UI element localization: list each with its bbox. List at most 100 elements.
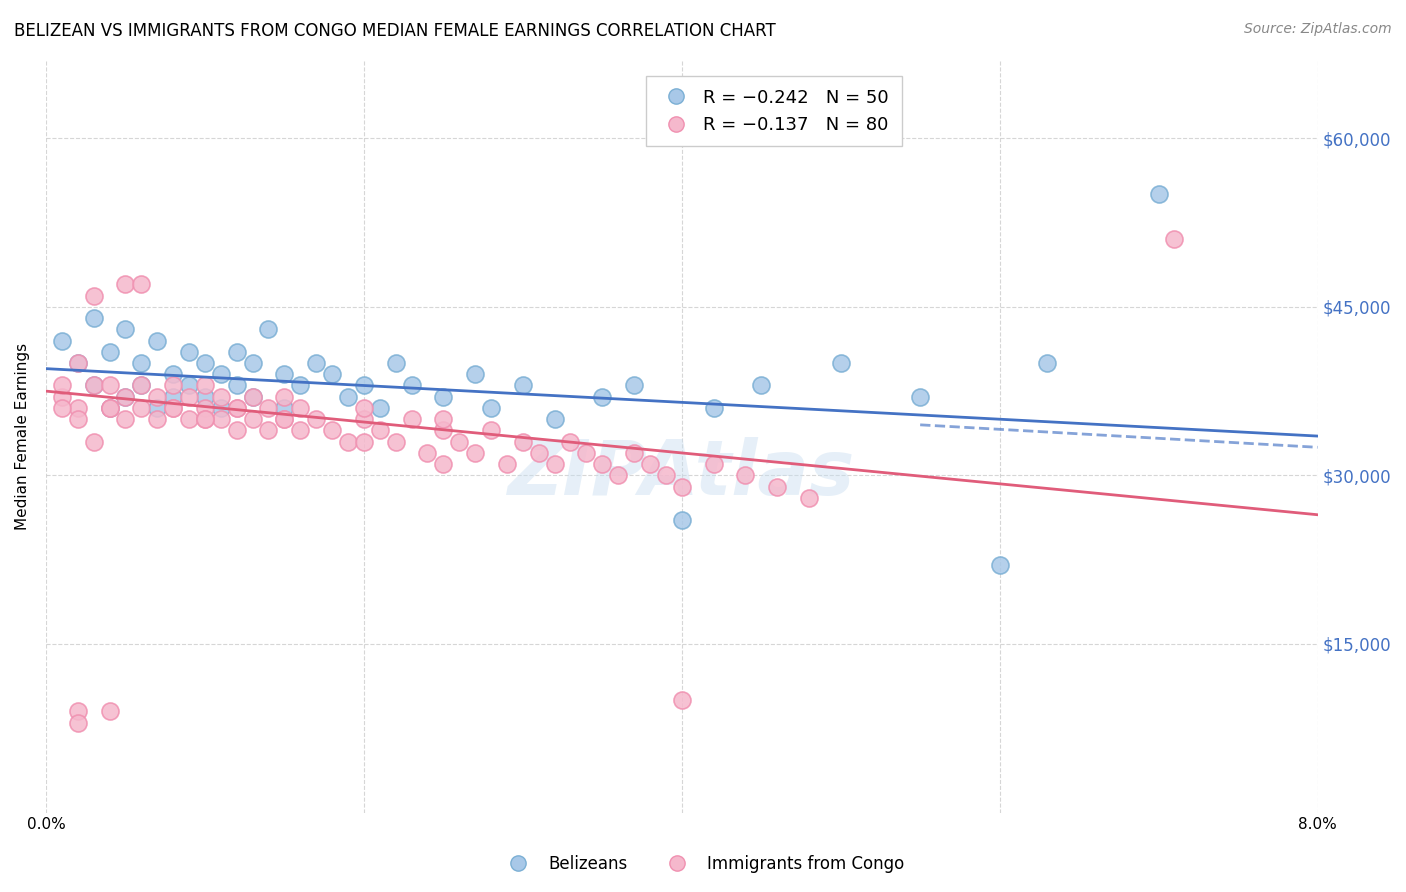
Point (623, 446, 645, 460)
Point (416, 446, 439, 460)
Point (449, 434, 471, 449)
Text: BELIZEAN VS IMMIGRANTS FROM CONGO MEDIAN FEMALE EARNINGS CORRELATION CHART: BELIZEAN VS IMMIGRANTS FROM CONGO MEDIAN… (14, 22, 776, 40)
Point (908, 390, 931, 404)
Point (671, 513, 693, 527)
Point (242, 356, 264, 370)
Point (98, 401, 121, 415)
Point (607, 468, 630, 483)
Point (1163, 232, 1185, 246)
Point (384, 356, 406, 370)
Point (257, 322, 280, 336)
Point (432, 412, 454, 426)
Point (66, 715, 89, 730)
Point (114, 390, 136, 404)
Point (194, 412, 217, 426)
Point (797, 491, 820, 505)
Point (479, 424, 502, 438)
Point (114, 412, 136, 426)
Point (225, 401, 247, 415)
Point (146, 390, 169, 404)
Point (321, 368, 343, 382)
Point (336, 390, 359, 404)
Point (242, 390, 264, 404)
Point (401, 378, 423, 392)
Point (83, 288, 105, 302)
Point (290, 378, 312, 392)
Point (131, 277, 153, 292)
Point (591, 390, 613, 404)
Point (209, 401, 232, 415)
Point (225, 378, 247, 392)
Point (305, 412, 328, 426)
Point (273, 401, 295, 415)
Point (98, 401, 121, 415)
Point (512, 434, 534, 449)
Legend: R = −0.242   N = 50, R = −0.137   N = 80: R = −0.242 N = 50, R = −0.137 N = 80 (645, 76, 901, 146)
Point (290, 401, 312, 415)
Point (273, 390, 295, 404)
Point (209, 368, 232, 382)
Point (432, 390, 454, 404)
Point (368, 424, 391, 438)
Point (83, 434, 105, 449)
Point (114, 277, 136, 292)
Point (66, 356, 89, 370)
Point (209, 412, 232, 426)
Point (225, 401, 247, 415)
Point (384, 434, 406, 449)
Legend: Belizeans, Immigrants from Congo: Belizeans, Immigrants from Congo (495, 848, 911, 880)
Point (432, 457, 454, 471)
Point (177, 412, 200, 426)
Point (146, 334, 169, 348)
Point (114, 322, 136, 336)
Point (749, 378, 772, 392)
Point (1036, 356, 1059, 370)
Point (51, 401, 73, 415)
Point (353, 412, 375, 426)
Point (209, 390, 232, 404)
Point (162, 401, 184, 415)
Point (464, 446, 486, 460)
Point (336, 434, 359, 449)
Point (527, 446, 550, 460)
Point (83, 378, 105, 392)
Point (242, 412, 264, 426)
Point (194, 378, 217, 392)
Point (66, 401, 89, 415)
Point (257, 424, 280, 438)
Point (98, 705, 121, 719)
Point (479, 401, 502, 415)
Point (496, 457, 519, 471)
Point (177, 344, 200, 359)
Point (671, 480, 693, 494)
Point (51, 390, 73, 404)
Point (432, 424, 454, 438)
Point (623, 378, 645, 392)
Point (131, 356, 153, 370)
Point (321, 424, 343, 438)
Point (146, 412, 169, 426)
Point (655, 468, 678, 483)
Point (51, 378, 73, 392)
Point (114, 390, 136, 404)
Point (671, 693, 693, 707)
Point (162, 378, 184, 392)
Point (66, 412, 89, 426)
Point (353, 401, 375, 415)
Point (177, 378, 200, 392)
Point (131, 378, 153, 392)
Point (177, 390, 200, 404)
Point (162, 390, 184, 404)
Point (702, 457, 724, 471)
Point (98, 378, 121, 392)
Point (353, 378, 375, 392)
Point (242, 390, 264, 404)
Point (591, 457, 613, 471)
Text: ZIPAtlas: ZIPAtlas (508, 437, 855, 511)
Point (575, 446, 598, 460)
Point (98, 401, 121, 415)
Point (543, 412, 565, 426)
Point (194, 412, 217, 426)
Point (194, 356, 217, 370)
Point (83, 311, 105, 326)
